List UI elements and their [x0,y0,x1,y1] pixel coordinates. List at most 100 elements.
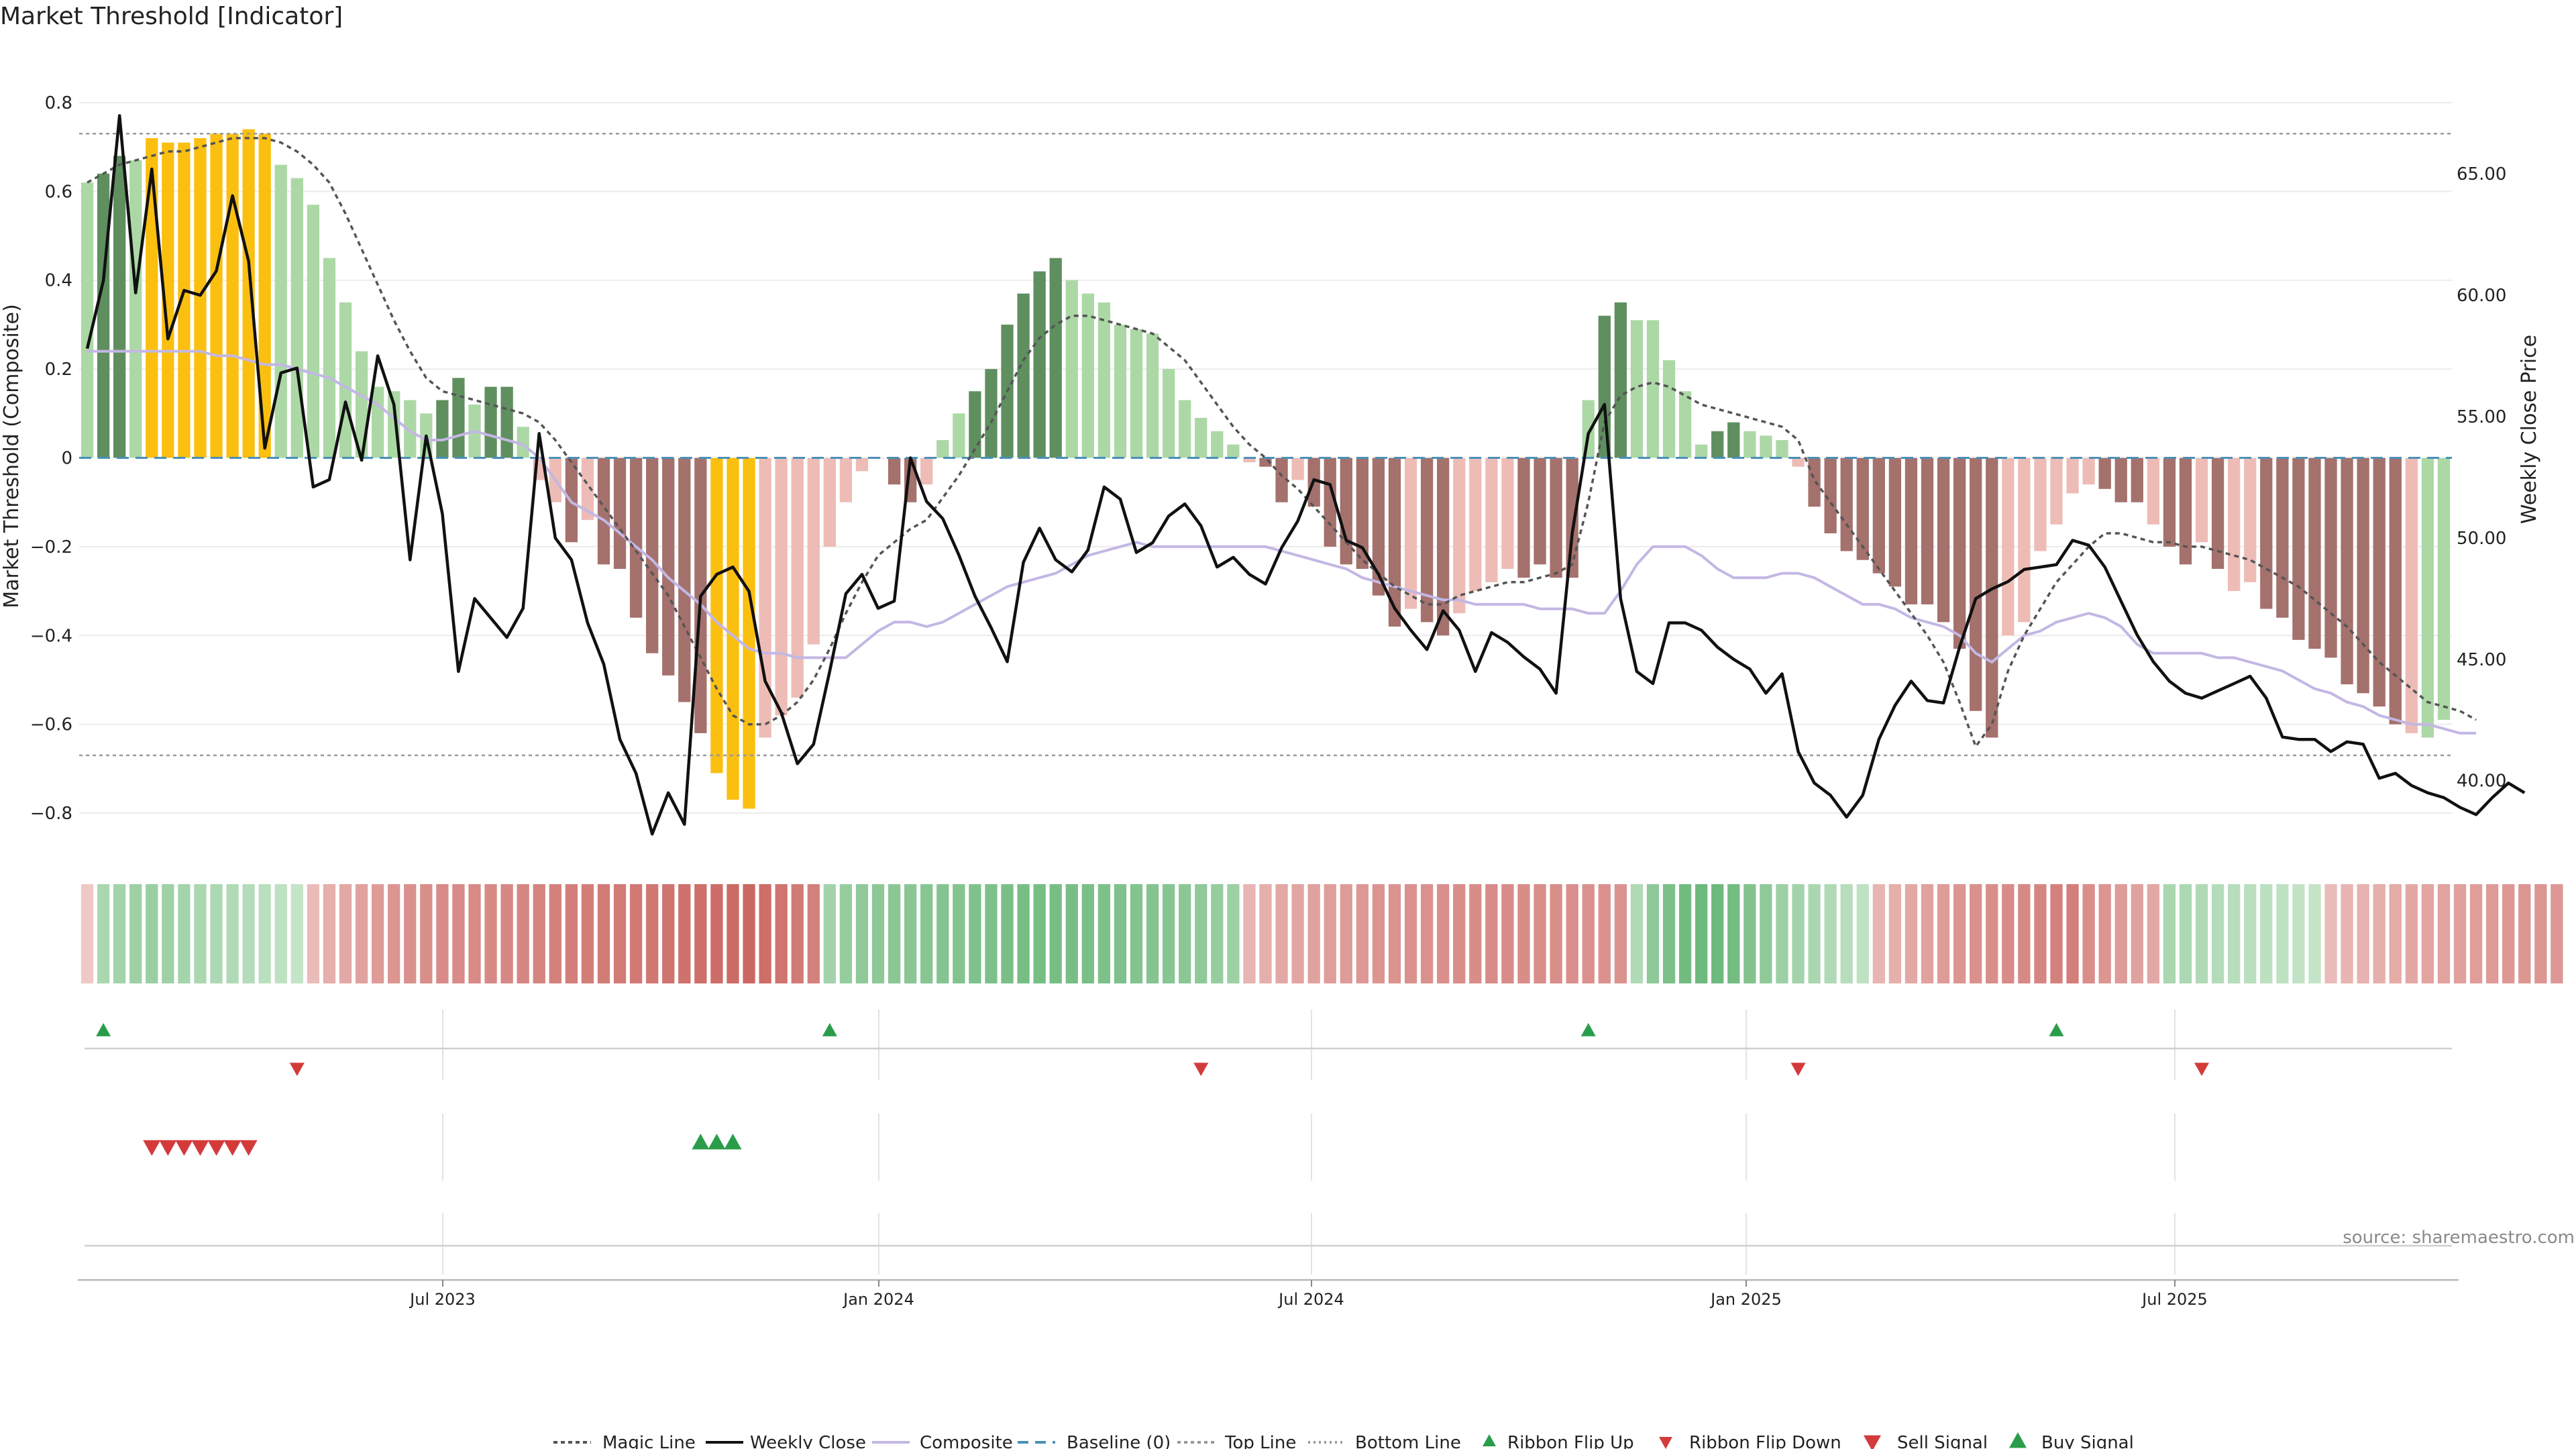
ribbon-flip-down-marker [289,1063,305,1076]
composite-bar [2002,458,2015,636]
ribbon-cell [1824,884,1837,983]
y-axis-left: 0.8 0.6 0.4 0.2 0 −0.2 −0.4 −0.6 −0.8 Market Thre… [0,93,72,824]
ribbon-cell [2082,884,2095,983]
ribbon-cell [1453,884,1466,983]
legend: Magic Line Weekly Close Composite Baseline … [553,1432,2134,1449]
composite-bar [985,369,998,458]
ribbon-cell [517,884,529,983]
buy-signal-marker [724,1134,742,1150]
ribbon-cell [2389,884,2402,983]
ribbon-cell [920,884,933,983]
ribbon-cell [1534,884,1546,983]
composite-bar [1130,329,1143,458]
composite-bar [113,156,126,458]
ribbon-cell [694,884,707,983]
composite-bar [775,458,788,716]
composite-bar [371,386,384,458]
ribbon-cell [2260,884,2273,983]
composite-bar [920,458,933,485]
ribbon-cell [2324,884,2337,983]
composite-bar [1872,458,1885,574]
ribbon-cell [1921,884,1934,983]
composite-bar [646,458,659,653]
ribbon-cell [339,884,352,983]
legend-label: Composite [920,1433,1013,1449]
ribbon-cell [1888,884,1902,983]
y-axis-title: Market Threshold (Composite) [0,304,23,608]
composite-bar [1953,458,1966,649]
ribbon-cell [1324,884,1336,983]
composite-bar [1340,458,1352,565]
composite-bar [500,386,513,458]
ribbon-cell [146,884,158,983]
ribbon-cell [1678,884,1692,983]
composite-bar [1356,458,1369,569]
ribbon-cell [2453,884,2467,983]
ribbon-cell [2195,884,2208,983]
ribbon-cell [1420,884,1434,983]
ribbon-cell [678,884,691,983]
composite-bar [1614,302,1627,458]
composite-bar [274,164,287,458]
composite-bar [1824,458,1837,534]
ribbon-cell [2002,884,2015,983]
composite-bar [1195,417,1208,458]
composite-bar [1065,280,1078,458]
y-tick-right-label: 65.00 [2457,164,2506,184]
composite-bar [1808,458,1821,507]
ribbon-cell [1582,884,1595,983]
composite-bar [2114,458,2127,502]
ribbon-group [80,884,2563,983]
ribbon-cell [1711,884,1724,983]
composite-bar [1469,458,1482,592]
ribbon-cell [1566,884,1578,983]
ribbon-cell [436,884,449,983]
sell-signal-marker [175,1140,193,1156]
composite-bar [1404,458,1417,609]
ribbon-cell [404,884,417,983]
composite-bar [791,458,804,698]
ribbon-cell [1307,884,1320,983]
composite-bar [662,458,675,676]
composite-bar [1453,458,1466,614]
composite-bar [1534,458,1546,565]
composite-bar [1146,333,1159,458]
signals-group [96,1023,2210,1156]
composite-bar [2357,458,2369,694]
ribbon-cell [743,884,755,983]
ribbon-cell [1437,884,1450,983]
composite-bar [129,160,142,458]
sell-signal-marker [191,1140,209,1156]
ribbon-cell [1550,884,1562,983]
composite-bar [1695,444,1708,458]
composite-bar [613,458,627,569]
y-tick-label: 0.4 [45,271,72,291]
composite-bar [1437,458,1450,636]
ribbon-cell [1114,884,1127,983]
composite-bar [307,205,320,458]
legend-swatch [1483,1434,1496,1446]
composite-bar [1678,391,1692,458]
ribbon-cell [1904,884,1918,983]
ribbon-cell [1501,884,1514,983]
ribbon-cell [1646,884,1660,983]
composite-bar [1662,360,1676,458]
composite-bar [2034,458,2047,551]
composite-bar [629,458,643,618]
composite-bar [2308,458,2321,649]
magic-line [87,137,2477,749]
legend-label: Ribbon Flip Down [1689,1433,1841,1449]
ribbon-cell [839,884,853,983]
ribbon-cell [646,884,659,983]
composite-bar [1243,458,1256,463]
composite-bar [290,178,303,458]
ribbon-cell [2050,884,2063,983]
ribbon-cell [2066,884,2079,983]
composite-bar [1420,458,1434,623]
composite-bar [1792,458,1805,467]
ribbon-cell [1598,884,1611,983]
ribbon-flip-up-marker [1580,1023,1596,1036]
ribbon-cell [662,884,675,983]
ribbon-cell [1388,884,1401,983]
